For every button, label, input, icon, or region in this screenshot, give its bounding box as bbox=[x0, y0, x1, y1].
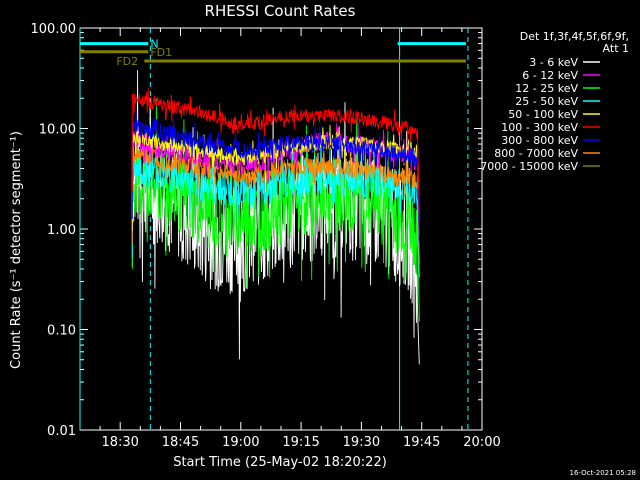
flag-label-n: N bbox=[150, 38, 158, 51]
series-line-25-50kev bbox=[131, 131, 420, 278]
x-tick-label: 18:30 bbox=[101, 435, 138, 450]
legend-label: 100 - 300 keV bbox=[501, 121, 578, 134]
chart-title: RHESSI Count Rates bbox=[205, 2, 356, 20]
y-tick-label: 1.00 bbox=[47, 223, 76, 238]
flag-label-fd2: FD2 bbox=[116, 55, 138, 68]
legend-title: Det 1f,3f,4f,5f,6f,9f, bbox=[520, 30, 629, 43]
legend-label: 50 - 100 keV bbox=[508, 108, 578, 121]
legend-label: 300 - 800 keV bbox=[501, 134, 578, 147]
footer-timestamp: 16-Oct-2021 05:28 bbox=[570, 469, 636, 477]
legend-label: 3 - 6 keV bbox=[529, 56, 578, 69]
series-line-100-300kev bbox=[131, 87, 420, 216]
x-tick-label: 19:45 bbox=[403, 435, 440, 450]
x-axis-label: Start Time (25-May-02 18:20:22) bbox=[173, 455, 387, 470]
legend-label: 25 - 50 keV bbox=[515, 95, 578, 108]
legend-label: 800 - 7000 keV bbox=[494, 147, 578, 160]
legend-label: 7000 - 15000 keV bbox=[480, 160, 578, 173]
x-tick-label: 19:30 bbox=[343, 435, 380, 450]
x-tick-label: 19:15 bbox=[282, 435, 319, 450]
y-tick-label: 100.00 bbox=[31, 22, 77, 37]
y-axis-label: Count Rate (s⁻¹ detector segment⁻¹) bbox=[9, 131, 24, 369]
series-line-50-100kev bbox=[131, 124, 420, 236]
y-tick-label: 0.01 bbox=[47, 424, 76, 439]
y-tick-label: 0.10 bbox=[47, 324, 76, 339]
plot-layer: 0.01 0.10 1.00 10.00 100.00 18:30 18:45 19:00 19… bbox=[31, 22, 501, 450]
flag-label-fd1: FD1 bbox=[150, 46, 172, 59]
x-tick-label: 20:00 bbox=[463, 435, 500, 450]
legend-label: 6 - 12 keV bbox=[522, 69, 578, 82]
series-line-300-800kev bbox=[131, 109, 420, 242]
legend-label: 12 - 25 keV bbox=[515, 82, 578, 95]
series-line-3-6kev bbox=[131, 70, 420, 365]
legend-subtitle: Att 1 bbox=[603, 42, 629, 55]
x-tick-label: 19:00 bbox=[222, 435, 259, 450]
x-tick-label: 18:45 bbox=[162, 435, 199, 450]
y-tick-label: 10.00 bbox=[39, 123, 76, 138]
